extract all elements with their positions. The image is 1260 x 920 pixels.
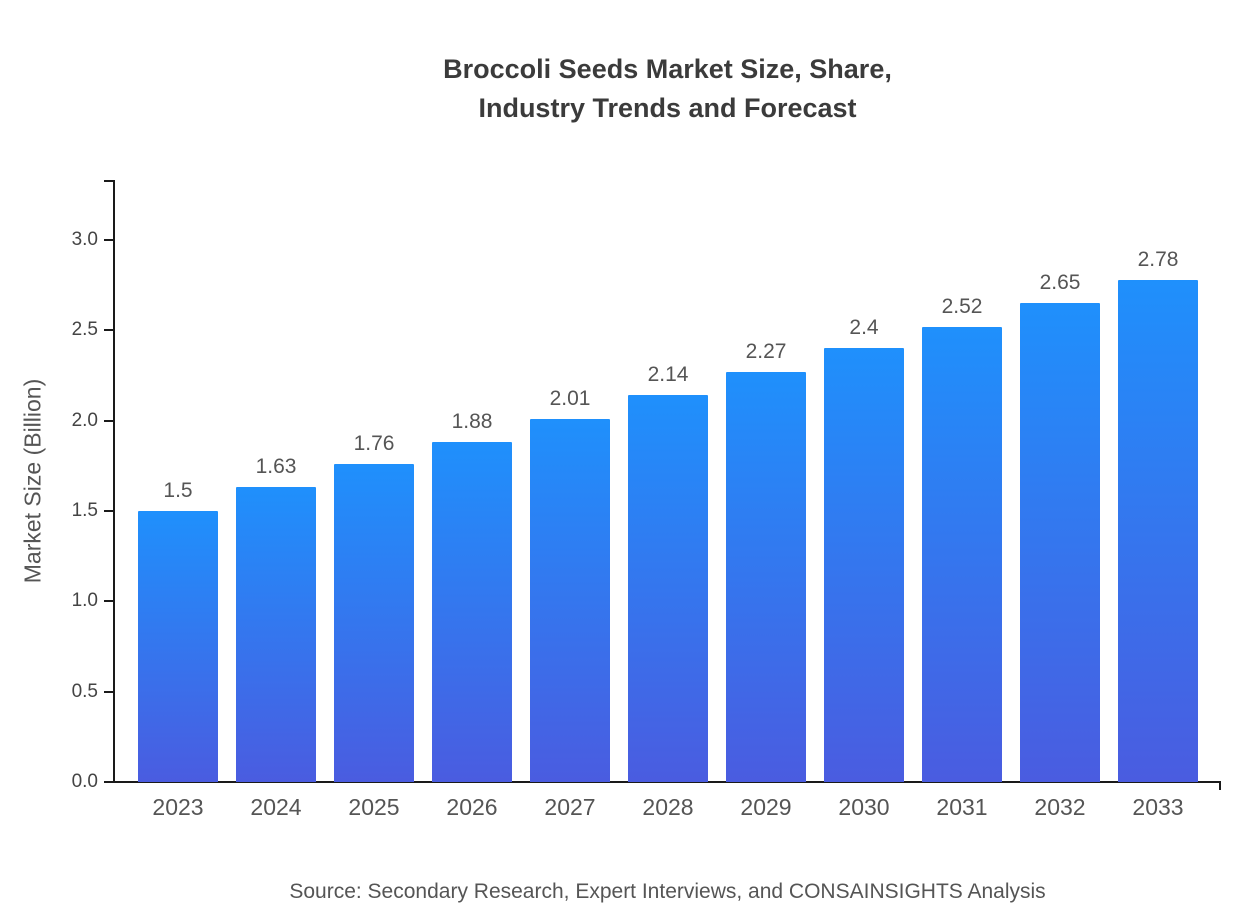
bar-group: 1.88 [432,410,512,782]
bar-group: 1.76 [334,432,414,782]
bar [138,511,218,782]
bar [726,372,806,782]
bar-group: 2.65 [1020,271,1100,782]
bar [334,464,414,782]
bar-value-label: 2.01 [549,387,591,410]
y-axis-cap-tick [104,180,113,182]
y-tick-mark [104,600,113,603]
bar-group: 1.63 [236,455,316,782]
x-axis-labels: 2023 2024 2025 2026 2027 2028 2029 2030 2031 2032… [138,794,1198,821]
y-axis-line [113,180,115,783]
x-axis-end-tick [1219,781,1221,790]
y-tick-mark [104,419,113,422]
bar-value-label: 2.14 [647,363,689,386]
y-tick-label: 0.0 [71,771,98,792]
x-tick-label: 2026 [446,794,498,820]
y-tick-mark [104,238,113,241]
bars-row: 1.5 1.63 1.76 1.88 2.01 2.14 2.27 2.4 2.52 2.65 2.… [138,180,1198,782]
y-tick-label: 2.5 [71,319,98,341]
bar [628,395,708,782]
y-tick-label: 1.0 [71,590,98,612]
chart-title: Broccoli Seeds Market Size, Share, Indus… [443,54,892,123]
bar-value-label: 2.65 [1039,271,1081,294]
y-tick-label: 0.5 [71,680,98,702]
bar-group: 2.78 [1118,248,1198,782]
y-tick-mark [104,509,113,512]
bar [1118,280,1198,782]
y-tick-mark [104,690,113,693]
bar-value-label: 1.88 [451,410,493,433]
x-tick-label: 2031 [936,794,988,820]
bar-value-label: 2.27 [745,340,787,363]
y-tick-mark [104,329,113,332]
bar-value-label: 1.76 [353,432,395,455]
bar-value-label: 1.63 [255,455,297,478]
bar-group: 2.52 [922,295,1002,782]
bar [236,487,316,782]
bar-group: 2.14 [628,363,708,782]
bar [432,442,512,782]
bar-value-label: 2.52 [941,295,983,318]
bar-group: 2.01 [530,387,610,782]
x-tick-label: 2025 [348,794,400,820]
bar [530,419,610,782]
bar-value-label: 2.78 [1137,248,1179,271]
x-tick-label: 2029 [740,794,792,820]
x-tick-label: 2030 [838,794,890,820]
x-tick-label: 2033 [1132,794,1184,820]
x-tick-label: 2024 [250,794,302,820]
x-tick-label: 2032 [1034,794,1086,820]
source-caption: Source: Secondary Research, Expert Inter… [289,880,1046,903]
bar-group: 2.4 [824,316,904,782]
bar-value-label: 2.4 [849,316,879,339]
bar [824,348,904,782]
x-tick-label: 2028 [642,794,694,820]
bar-group: 2.27 [726,340,806,782]
x-tick-label: 2027 [544,794,596,820]
bar-value-label: 1.5 [163,479,193,502]
y-tick-label: 1.5 [71,499,98,521]
x-axis-line [113,781,1221,783]
y-tick-label: 2.0 [71,409,98,431]
y-tick-label: 3.0 [71,228,98,250]
bar [1020,303,1100,782]
y-tick-mark [104,781,113,783]
bar [922,327,1002,782]
bar-group: 1.5 [138,479,218,782]
x-tick-label: 2023 [152,794,204,820]
